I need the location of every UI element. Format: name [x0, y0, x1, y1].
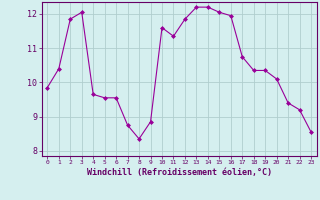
X-axis label: Windchill (Refroidissement éolien,°C): Windchill (Refroidissement éolien,°C): [87, 168, 272, 177]
